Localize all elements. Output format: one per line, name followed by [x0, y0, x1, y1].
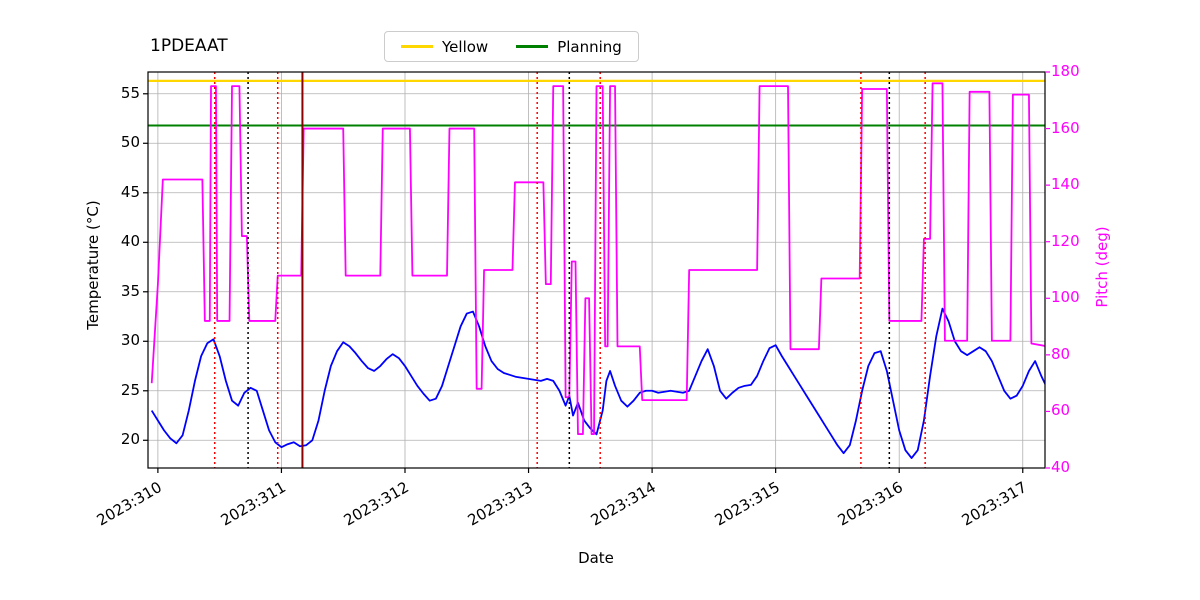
y-right-tick-label: 60 — [1051, 401, 1071, 420]
y-axis-label-left: Temperature (°C) — [84, 200, 102, 330]
y-axis-label-right: Pitch (deg) — [1093, 226, 1111, 308]
legend: Yellow Planning — [384, 31, 639, 62]
y-left-tick-label: 30 — [120, 331, 140, 350]
yellow-line-swatch — [401, 45, 433, 48]
legend-entry-planning: Planning — [516, 38, 622, 56]
y-right-tick-label: 40 — [1051, 458, 1071, 476]
y-right-tick-label: 160 — [1051, 118, 1080, 137]
y-left-tick-label: 50 — [120, 133, 140, 152]
legend-entry-yellow: Yellow — [401, 38, 488, 56]
y-right-tick-label: 80 — [1051, 344, 1071, 363]
y-right-tick-label: 180 — [1051, 62, 1080, 80]
x-axis-label: Date — [578, 549, 614, 567]
chart-title: 1PDEAAT — [150, 36, 228, 56]
legend-label-yellow: Yellow — [442, 37, 489, 56]
y-left-tick-label: 40 — [120, 232, 140, 251]
y-left-tick-label: 55 — [120, 83, 140, 102]
y-left-tick-label: 20 — [120, 430, 140, 449]
y-right-tick-label: 140 — [1051, 175, 1080, 194]
legend-label-planning: Planning — [557, 37, 622, 56]
y-left-tick-label: 35 — [120, 281, 140, 300]
planning-line-swatch — [516, 45, 549, 48]
y-left-tick-label: 25 — [120, 380, 140, 399]
y-right-tick-label: 100 — [1051, 288, 1080, 307]
y-left-tick-label: 45 — [120, 182, 140, 201]
y-right-tick-label: 120 — [1051, 231, 1080, 250]
